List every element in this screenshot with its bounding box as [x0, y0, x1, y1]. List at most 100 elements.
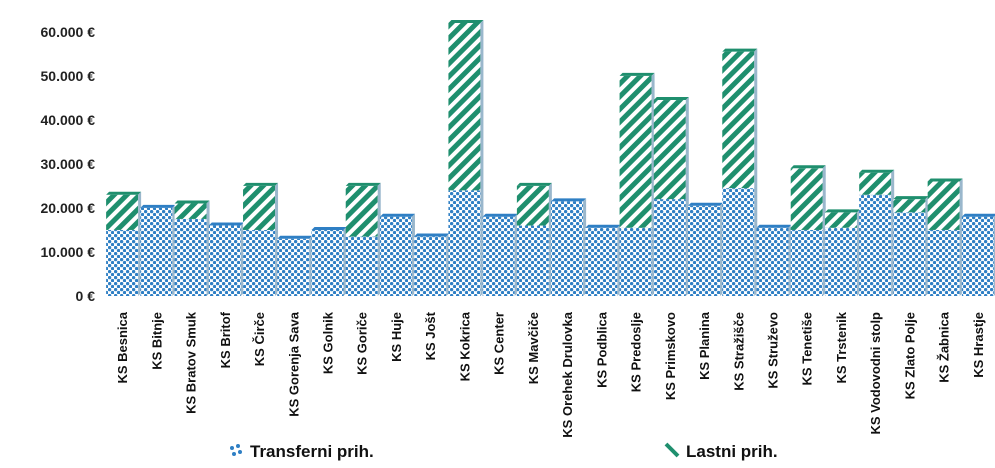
- y-tick-label: 60.000 €: [41, 24, 96, 40]
- bar-transferni: [688, 205, 721, 296]
- bar-transferni: [106, 229, 139, 296]
- category-label: KS Vodovodni stolp: [868, 312, 883, 435]
- bar-cap: [106, 191, 142, 195]
- bar-cap: [927, 178, 963, 182]
- bar-lastni: [243, 185, 276, 230]
- bar-cap: [208, 222, 244, 226]
- bar-transferni: [824, 227, 857, 296]
- bar-transferni: [140, 207, 173, 296]
- bar-cap: [585, 224, 621, 228]
- y-axis: 0 € 10.000 € 20.000 € 30.000 € 40.000 € 50.00…: [41, 24, 96, 304]
- category-label: KS Žabnica: [937, 311, 952, 383]
- category-label: KS Bratov Smuk: [184, 311, 199, 414]
- category-label: KS Center: [492, 312, 507, 375]
- dots-swatch-icon: [230, 444, 242, 456]
- category-label: KS Orehek Drulovka: [560, 311, 575, 437]
- bar-lastni: [619, 75, 652, 228]
- bar-transferni: [619, 227, 652, 296]
- legend-item-lastni: Lastni prih.: [664, 442, 778, 461]
- bar-transferni: [482, 216, 515, 296]
- bar-cap: [756, 224, 792, 228]
- bar-transferni: [893, 212, 926, 296]
- category-label: KS Mavčiče: [526, 312, 541, 384]
- bar-transferni: [722, 188, 755, 296]
- bar-cap: [893, 196, 929, 200]
- bar-cap: [140, 204, 176, 208]
- bar-lastni: [824, 212, 857, 228]
- category-label: KS Zlato Polje: [902, 312, 917, 399]
- category-label: KS Podblica: [594, 311, 609, 388]
- bar-transferni: [756, 227, 789, 296]
- bar-cap: [345, 182, 381, 186]
- bar-cap: [790, 165, 826, 169]
- x-axis: KS Besnica KS Bitnje KS Bratov Smuk KS Brit…: [115, 311, 986, 437]
- bar-cap: [961, 213, 995, 217]
- bar-transferni: [174, 218, 207, 296]
- bar-cap: [482, 213, 518, 217]
- y-tick-label: 10.000 €: [41, 244, 96, 260]
- category-label: KS Kokrica: [457, 311, 472, 381]
- bar-lastni: [722, 51, 755, 189]
- category-label: KS Huje: [389, 312, 404, 362]
- bar-lastni: [927, 181, 960, 230]
- category-label: KS Besnica: [115, 311, 130, 383]
- bar-transferni: [961, 216, 994, 296]
- bar-transferni: [653, 199, 686, 296]
- bar-transferni: [551, 201, 584, 296]
- bar-lastni: [448, 23, 481, 191]
- bar-cap: [619, 72, 655, 76]
- legend: Transferni prih. Lastni prih.: [230, 442, 778, 461]
- category-label: KS Britof: [218, 311, 233, 368]
- bar-transferni: [277, 238, 310, 296]
- bar-lastni: [790, 168, 823, 230]
- bar-cap: [824, 209, 860, 213]
- bar-lastni: [174, 203, 207, 219]
- bar-cap: [277, 235, 313, 239]
- bar-cap: [174, 200, 210, 204]
- bar-cap: [551, 198, 587, 202]
- stripe-swatch-icon: [664, 442, 680, 458]
- bar-cap: [859, 169, 895, 173]
- bar-transferni: [345, 236, 378, 296]
- bar-group: [106, 20, 995, 296]
- category-label: KS Goriče: [355, 312, 370, 375]
- category-label: KS Tenetiše: [800, 312, 815, 385]
- category-label: KS Golnik: [321, 311, 336, 374]
- y-tick-label: 30.000 €: [41, 156, 96, 172]
- bar-transferni: [927, 229, 960, 296]
- bar-cap: [414, 233, 450, 237]
- y-tick-label: 20.000 €: [41, 200, 96, 216]
- bar-transferni: [243, 229, 276, 296]
- bar-lastni: [106, 194, 139, 230]
- bar-transferni: [790, 229, 823, 296]
- bar-transferni: [208, 225, 241, 296]
- bar-cap: [722, 48, 758, 52]
- bar-transferni: [311, 229, 344, 296]
- legend-item-transferni: Transferni prih.: [230, 442, 374, 461]
- bar-cap: [653, 97, 689, 101]
- category-label: KS Bitnje: [149, 312, 164, 370]
- bar-lastni: [653, 100, 686, 200]
- y-tick-label: 40.000 €: [41, 112, 96, 128]
- category-label: KS Hrastje: [971, 312, 986, 378]
- category-label: KS Trstenik: [834, 311, 849, 383]
- category-label: KS Struževo: [766, 312, 781, 389]
- bar-lastni: [893, 199, 926, 213]
- legend-label-transferni: Transferni prih.: [250, 442, 374, 461]
- category-label: KS Gorenja Sava: [286, 311, 301, 417]
- category-label: KS Predoslje: [629, 312, 644, 392]
- bar-lastni: [345, 185, 378, 237]
- bar-cap: [379, 213, 415, 217]
- bar-lastni: [859, 172, 892, 195]
- bar-transferni: [448, 190, 481, 296]
- bar-transferni: [379, 216, 412, 296]
- category-label: KS Primskovo: [663, 312, 678, 400]
- legend-label-lastni: Lastni prih.: [686, 442, 778, 461]
- bar-transferni: [516, 225, 549, 296]
- category-label: KS Jošt: [423, 311, 438, 360]
- bar-cap: [311, 226, 347, 230]
- category-label: KS Stražišče: [731, 312, 746, 391]
- y-tick-label: 0 €: [76, 288, 96, 304]
- bar-transferni: [859, 194, 892, 296]
